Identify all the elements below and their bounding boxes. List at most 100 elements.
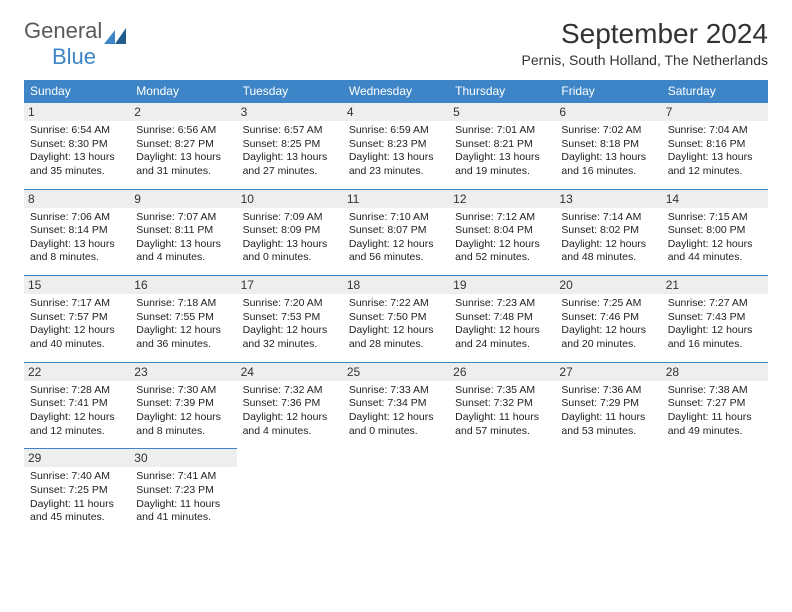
- logo: General Blue: [24, 18, 126, 70]
- sunrise-line: Sunrise: 7:23 AM: [455, 297, 549, 311]
- day-number: 6: [555, 103, 661, 121]
- daylight-line: Daylight: 13 hours and 23 minutes.: [349, 151, 443, 178]
- day-number: 25: [343, 363, 449, 381]
- sunset-line: Sunset: 7:50 PM: [349, 311, 443, 325]
- sunset-line: Sunset: 7:34 PM: [349, 397, 443, 411]
- calendar-day: 15 Sunrise: 7:17 AMSunset: 7:57 PMDayligh…: [24, 275, 130, 362]
- sunrise-line: Sunrise: 7:17 AM: [30, 297, 124, 311]
- calendar: SundayMondayTuesdayWednesdayThursdayFrid…: [24, 80, 768, 535]
- daylight-line: Daylight: 12 hours and 56 minutes.: [349, 238, 443, 265]
- sunset-line: Sunset: 7:23 PM: [136, 484, 230, 498]
- sunrise-line: Sunrise: 7:40 AM: [30, 470, 124, 484]
- calendar-day: 26Sunrise: 7:35 AMSunset: 7:32 PMDayligh…: [449, 362, 555, 449]
- location-text: Pernis, South Holland, The Netherlands: [522, 52, 768, 68]
- daylight-line: Daylight: 11 hours and 53 minutes.: [561, 411, 655, 438]
- sunset-line: Sunset: 8:11 PM: [136, 224, 230, 238]
- day-number: 21: [662, 276, 768, 294]
- sunrise-line: Sunrise: 7:10 AM: [349, 211, 443, 225]
- daylight-line: Daylight: 12 hours and 40 minutes.: [30, 324, 124, 351]
- day-number: 27: [555, 363, 661, 381]
- daylight-line: Daylight: 11 hours and 41 minutes.: [136, 498, 230, 525]
- weekday-header: Monday: [130, 80, 236, 102]
- sunrise-line: Sunrise: 6:57 AM: [243, 124, 337, 138]
- weekday-header: Tuesday: [237, 80, 343, 102]
- daylight-line: Daylight: 12 hours and 0 minutes.: [349, 411, 443, 438]
- sunrise-line: Sunrise: 7:28 AM: [30, 384, 124, 398]
- sunrise-line: Sunrise: 7:33 AM: [349, 384, 443, 398]
- calendar-day: 30 Sunrise: 7:41 AMSunset: 7:23 PMDayligh…: [130, 448, 236, 535]
- calendar-day: 6Sunrise: 7:02 AMSunset: 8:18 PMDaylight…: [555, 102, 661, 189]
- sunrise-line: Sunrise: 7:36 AM: [561, 384, 655, 398]
- calendar-empty: [237, 448, 343, 535]
- calendar-day: 27 Sunrise: 7:36 AMSunset: 7:29 PMDayligh…: [555, 362, 661, 449]
- day-number: 28: [662, 363, 768, 381]
- daylight-line: Daylight: 12 hours and 16 minutes.: [668, 324, 762, 351]
- sunset-line: Sunset: 7:39 PM: [136, 397, 230, 411]
- calendar-day: 11Sunrise: 7:10 AMSunset: 8:07 PMDayligh…: [343, 189, 449, 276]
- daylight-line: Daylight: 12 hours and 4 minutes.: [243, 411, 337, 438]
- day-number: 22: [24, 363, 130, 381]
- sunrise-line: Sunrise: 7:07 AM: [136, 211, 230, 225]
- calendar-header: SundayMondayTuesdayWednesdayThursdayFrid…: [24, 80, 768, 102]
- sunrise-line: Sunrise: 6:59 AM: [349, 124, 443, 138]
- sunset-line: Sunset: 7:48 PM: [455, 311, 549, 325]
- calendar-day: 16Sunrise: 7:18 AMSunset: 7:55 PMDayligh…: [130, 275, 236, 362]
- calendar-day: 8Sunrise: 7:06 AMSunset: 8:14 PMDaylight…: [24, 189, 130, 276]
- sunset-line: Sunset: 7:27 PM: [668, 397, 762, 411]
- calendar-day: 5Sunrise: 7:01 AMSunset: 8:21 PMDaylight…: [449, 102, 555, 189]
- day-number: 7: [662, 103, 768, 121]
- sunset-line: Sunset: 8:30 PM: [30, 138, 124, 152]
- sunset-line: Sunset: 8:04 PM: [455, 224, 549, 238]
- sunrise-line: Sunrise: 7:35 AM: [455, 384, 549, 398]
- calendar-day: 22Sunrise: 7:28 AMSunset: 7:41 PMDayligh…: [24, 362, 130, 449]
- daylight-line: Daylight: 11 hours and 57 minutes.: [455, 411, 549, 438]
- day-number: 30: [130, 449, 236, 467]
- daylight-line: Daylight: 13 hours and 31 minutes.: [136, 151, 230, 178]
- daylight-line: Daylight: 13 hours and 4 minutes.: [136, 238, 230, 265]
- sunset-line: Sunset: 7:25 PM: [30, 484, 124, 498]
- daylight-line: Daylight: 13 hours and 16 minutes.: [561, 151, 655, 178]
- sunrise-line: Sunrise: 7:30 AM: [136, 384, 230, 398]
- sunset-line: Sunset: 7:43 PM: [668, 311, 762, 325]
- sunset-line: Sunset: 8:14 PM: [30, 224, 124, 238]
- sunset-line: Sunset: 8:25 PM: [243, 138, 337, 152]
- day-number: 11: [343, 190, 449, 208]
- day-number: 12: [449, 190, 555, 208]
- day-number: 26: [449, 363, 555, 381]
- sunrise-line: Sunrise: 7:38 AM: [668, 384, 762, 398]
- calendar-day: 24Sunrise: 7:32 AMSunset: 7:36 PMDayligh…: [237, 362, 343, 449]
- sunrise-line: Sunrise: 7:09 AM: [243, 211, 337, 225]
- calendar-day: 28 Sunrise: 7:38 AMSunset: 7:27 PMDayligh…: [662, 362, 768, 449]
- sunrise-line: Sunrise: 7:12 AM: [455, 211, 549, 225]
- sunrise-line: Sunrise: 7:18 AM: [136, 297, 230, 311]
- sunset-line: Sunset: 8:18 PM: [561, 138, 655, 152]
- day-number: 8: [24, 190, 130, 208]
- sunrise-line: Sunrise: 7:41 AM: [136, 470, 230, 484]
- calendar-day: 19Sunrise: 7:23 AMSunset: 7:48 PMDayligh…: [449, 275, 555, 362]
- weekday-header: Sunday: [24, 80, 130, 102]
- daylight-line: Daylight: 11 hours and 49 minutes.: [668, 411, 762, 438]
- day-number: 15: [24, 276, 130, 294]
- sunset-line: Sunset: 7:41 PM: [30, 397, 124, 411]
- day-number: 2: [130, 103, 236, 121]
- calendar-day: 4Sunrise: 6:59 AMSunset: 8:23 PMDaylight…: [343, 102, 449, 189]
- calendar-day: 2Sunrise: 6:56 AMSunset: 8:27 PMDaylight…: [130, 102, 236, 189]
- sunset-line: Sunset: 7:57 PM: [30, 311, 124, 325]
- day-number: 23: [130, 363, 236, 381]
- sunset-line: Sunset: 8:02 PM: [561, 224, 655, 238]
- sunrise-line: Sunrise: 7:27 AM: [668, 297, 762, 311]
- sunrise-line: Sunrise: 7:04 AM: [668, 124, 762, 138]
- sunset-line: Sunset: 7:29 PM: [561, 397, 655, 411]
- day-number: 14: [662, 190, 768, 208]
- page-header: General Blue September 2024 Pernis, Sout…: [24, 18, 768, 70]
- sunset-line: Sunset: 8:23 PM: [349, 138, 443, 152]
- day-number: 19: [449, 276, 555, 294]
- calendar-empty: [449, 448, 555, 535]
- day-number: 13: [555, 190, 661, 208]
- daylight-line: Daylight: 13 hours and 8 minutes.: [30, 238, 124, 265]
- calendar-day: 13Sunrise: 7:14 AMSunset: 8:02 PMDayligh…: [555, 189, 661, 276]
- sunrise-line: Sunrise: 7:14 AM: [561, 211, 655, 225]
- sunset-line: Sunset: 8:27 PM: [136, 138, 230, 152]
- day-number: 17: [237, 276, 343, 294]
- daylight-line: Daylight: 12 hours and 28 minutes.: [349, 324, 443, 351]
